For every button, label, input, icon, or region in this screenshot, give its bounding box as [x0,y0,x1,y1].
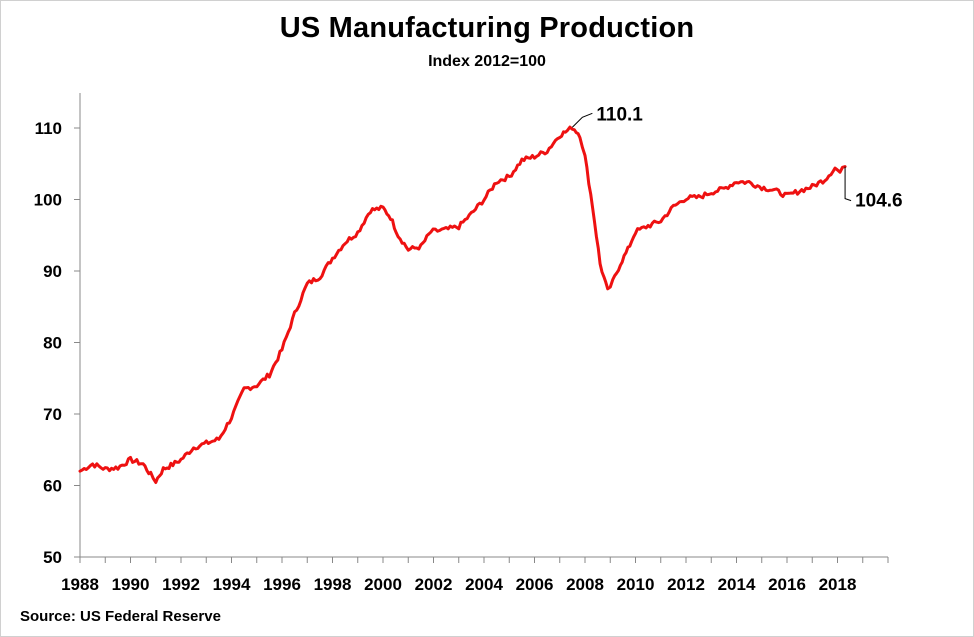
y-tick-label: 70 [43,405,62,424]
x-tick-label: 2000 [364,575,402,594]
series-layer [78,125,847,484]
x-tick-label: 1990 [112,575,150,594]
x-tick-label: 1998 [314,575,352,594]
latest-label: 104.6 [855,191,903,212]
x-tick-label: 1992 [162,575,200,594]
y-tick-label: 50 [43,548,62,567]
source-note: Source: US Federal Reserve [20,608,221,625]
peak-leader-line [572,112,593,128]
y-tick-label: 80 [43,334,62,353]
y-tick-label: 110 [35,119,62,138]
x-tick-label: 1994 [213,575,251,594]
peak-label: 110.1 [596,104,643,125]
x-tick-label: 2010 [617,575,655,594]
annotations: 110.1 104.6 [572,104,903,212]
x-tick-label: 2008 [566,575,604,594]
y-tick-label: 100 [34,191,62,210]
chart-subtitle: Index 2012=100 [428,53,546,70]
x-tick-label: 2006 [516,575,554,594]
x-tick-label: 2018 [819,575,857,594]
x-tick-label: 1996 [263,575,301,594]
y-tick-labels: 50 60 70 80 90 100 110 [34,119,62,567]
chart-title: US Manufacturing Production [279,12,695,44]
y-tick-label: 90 [43,262,62,281]
x-tick-label: 2002 [415,575,453,594]
series-line [78,125,847,484]
x-tick-label: 1988 [61,575,99,594]
latest-leader-line [844,166,852,202]
x-tick-label: 2012 [667,575,705,594]
x-tick-label: 2016 [768,575,806,594]
x-tick-label: 2004 [465,575,503,594]
x-tick-label: 2014 [718,575,756,594]
axes [74,93,889,563]
y-tick-label: 60 [43,477,62,496]
x-tick-labels: 1988 1990 1992 1994 1996 1998 2000 2002 2004 2006… [61,575,856,594]
